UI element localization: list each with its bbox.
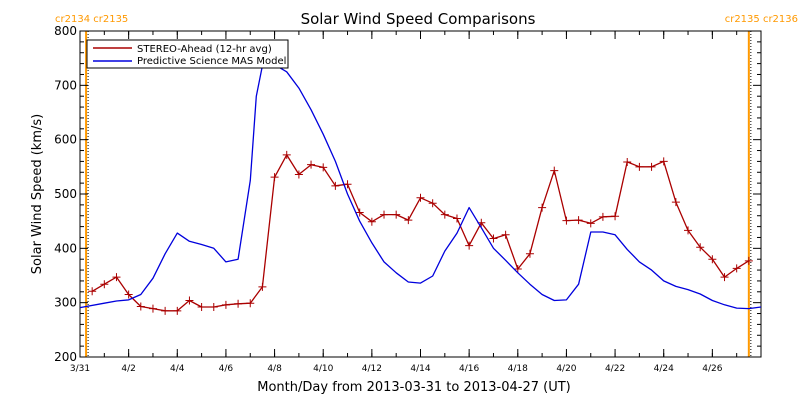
- data-point: [319, 163, 328, 172]
- data-point: [574, 216, 583, 225]
- x-tick-label: 4/10: [313, 364, 333, 374]
- x-axis-label: Month/Day from 2013-03-31 to 2013-04-27 …: [257, 380, 570, 395]
- x-tick-label: 4/4: [170, 364, 185, 374]
- legend: STEREO-Ahead (12-hr avg) Predictive Scie…: [86, 39, 289, 69]
- data-point: [282, 150, 291, 159]
- data-point: [307, 160, 316, 169]
- y-axis: 200 300 400 500 600 700 800: [54, 24, 761, 364]
- legend-label-stereo: STEREO-Ahead (12-hr avg): [137, 44, 272, 55]
- y-axis-label: Solar Wind Speed (km/s): [30, 114, 45, 274]
- data-point: [185, 296, 194, 305]
- data-point: [562, 216, 571, 225]
- data-point: [598, 212, 607, 221]
- data-point: [294, 170, 303, 179]
- data-point: [416, 193, 425, 202]
- x-tick-label: 4/2: [121, 364, 135, 374]
- data-point: [173, 306, 182, 315]
- data-point: [148, 304, 157, 313]
- data-point: [538, 203, 547, 212]
- data-point: [209, 303, 218, 312]
- x-tick-label: 4/14: [410, 364, 430, 374]
- data-point: [404, 216, 413, 225]
- data-point: [452, 214, 461, 223]
- data-point: [550, 166, 559, 175]
- data-point: [112, 273, 121, 282]
- series-line-1: [79, 64, 762, 310]
- data-point: [88, 287, 97, 296]
- y-tick-label: 500: [54, 187, 77, 201]
- data-point: [234, 299, 243, 308]
- data-point: [161, 306, 170, 315]
- data-point: [440, 210, 449, 219]
- data-point: [136, 302, 145, 311]
- legend-box: [86, 39, 289, 69]
- legend-label-mas: Predictive Science MAS Model: [137, 56, 286, 67]
- data-point: [197, 303, 206, 312]
- data-point: [489, 234, 498, 243]
- carrington-label: cr2135 cr2136: [725, 14, 798, 25]
- data-point: [428, 199, 437, 208]
- data-point: [671, 198, 680, 207]
- data-point: [659, 157, 668, 166]
- x-tick-label: 4/24: [654, 364, 674, 374]
- x-tick-label: 4/22: [605, 364, 625, 374]
- x-tick-label: 4/12: [362, 364, 382, 374]
- data-point: [720, 273, 729, 282]
- data-point: [513, 264, 522, 273]
- data-point: [124, 290, 133, 299]
- y-tick-label: 300: [54, 296, 77, 310]
- y-tick-label: 200: [54, 350, 77, 364]
- x-axis: 3/31 4/2 4/4 4/6 4/8 4/10 4/12 4/14 4/16 4/18 4/20…: [70, 31, 762, 374]
- x-tick-label: 4/16: [459, 364, 479, 374]
- data-point: [100, 280, 109, 289]
- data-point: [696, 243, 705, 252]
- data-point: [355, 208, 364, 217]
- data-point: [380, 210, 389, 219]
- x-tick-label: 4/6: [219, 364, 234, 374]
- data-point: [611, 212, 620, 221]
- data-point: [586, 219, 595, 228]
- x-tick-label: 4/18: [508, 364, 528, 374]
- data-point: [623, 157, 632, 166]
- data-point: [501, 230, 510, 239]
- x-tick-label: 4/8: [267, 364, 282, 374]
- data-point: [246, 299, 255, 308]
- data-point: [270, 173, 279, 182]
- data-point: [221, 300, 230, 309]
- x-tick-label: 4/26: [702, 364, 722, 374]
- x-tick-label: 3/31: [70, 364, 90, 374]
- data-point: [392, 210, 401, 219]
- data-point: [684, 226, 693, 235]
- data-point: [744, 256, 753, 265]
- data-point: [732, 264, 741, 273]
- x-tick-label: 4/20: [556, 364, 576, 374]
- y-tick-label: 400: [54, 241, 77, 255]
- data-point: [465, 241, 474, 250]
- data-point: [331, 181, 340, 190]
- data-point: [525, 249, 534, 258]
- y-tick-label: 600: [54, 133, 77, 147]
- data-point: [647, 162, 656, 171]
- chart-title: Solar Wind Speed Comparisons: [301, 10, 536, 28]
- data-point: [708, 255, 717, 264]
- y-tick-label: 800: [54, 24, 77, 38]
- data-point: [343, 180, 352, 189]
- data-point: [367, 217, 376, 226]
- carrington-label: cr2134 cr2135: [55, 14, 128, 25]
- series-layer: [79, 64, 762, 315]
- series-line-0: [91, 154, 750, 312]
- data-point: [635, 162, 644, 171]
- y-tick-label: 700: [54, 78, 77, 92]
- data-point: [258, 282, 267, 291]
